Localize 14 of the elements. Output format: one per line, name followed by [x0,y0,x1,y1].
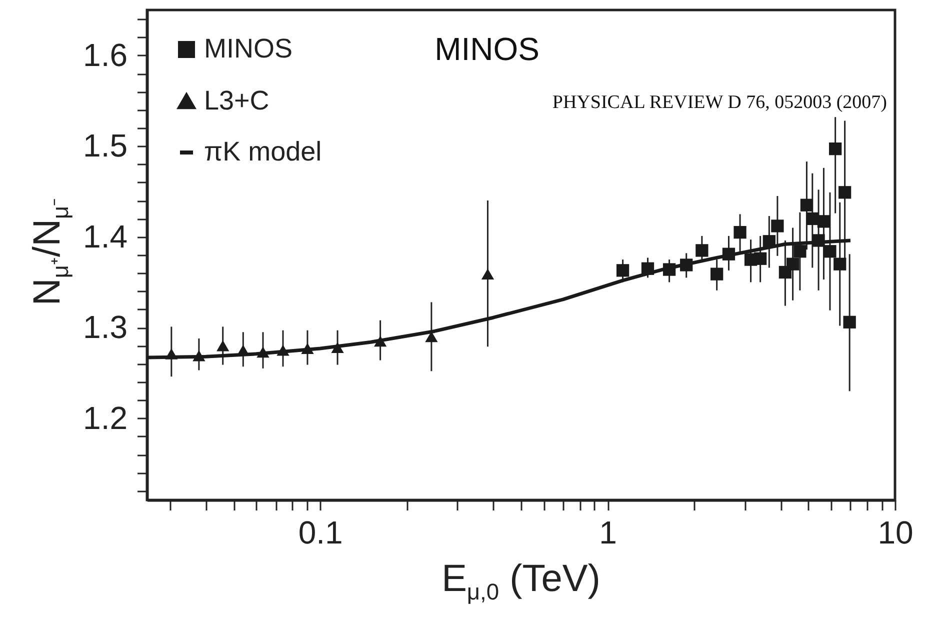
x-tick-label: 1 [599,514,617,550]
y-tick-label: 1.3 [83,309,128,346]
x-axis-title: E$_{μ,0}$ (TeV) [440,558,602,605]
legend-label: MINOS [204,34,293,64]
annotation: MINOS [434,31,540,67]
y-tick-label: 1.5 [83,128,128,164]
x-tick-label: 0.1 [298,514,343,550]
x-tick-label: 10 [878,514,914,550]
annotation: PHYSICAL REVIEW D 76, 052003 (2007) [552,92,887,113]
y-tick-label: 1.6 [83,36,128,73]
y-tick-label: 1.4 [83,218,128,254]
legend-label: πK model [204,136,322,166]
y-tick-label: 1.2 [83,400,128,436]
legend-label: L3+C [204,86,270,116]
